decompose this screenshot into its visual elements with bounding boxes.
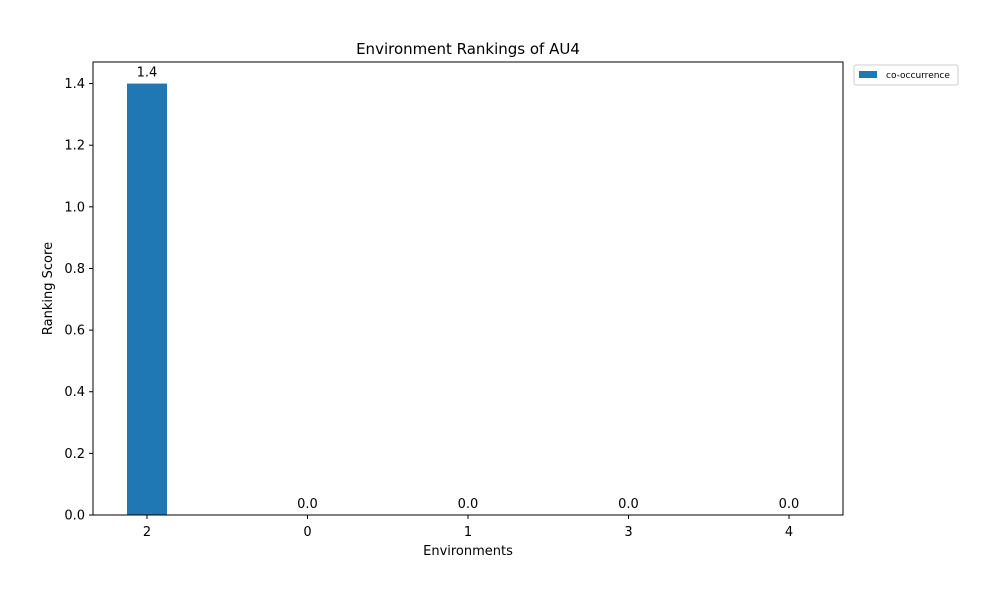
y-tick-label-1.2: 1.2 bbox=[64, 139, 85, 154]
bar-value-label-1: 0.0 bbox=[458, 497, 479, 512]
x-tick-label-4: 4 bbox=[785, 525, 793, 540]
x-tick-label-0: 0 bbox=[303, 525, 311, 540]
bars bbox=[127, 83, 167, 516]
legend: co-occurrence bbox=[853, 64, 959, 86]
y-tick-label-0.0: 0.0 bbox=[64, 509, 85, 524]
x-tick-label-2: 2 bbox=[143, 525, 151, 540]
plot-area: 1.4 0.0 0.0 0.0 0.0 2 0 1 3 4 0.0 0.2 0.4 0.6 0.8 1.0… bbox=[64, 61, 844, 540]
y-tick-label-0.4: 0.4 bbox=[64, 385, 85, 400]
y-tick-label-0.6: 0.6 bbox=[64, 324, 85, 339]
chart-title: Environment Rankings of AU4 bbox=[356, 40, 580, 58]
x-axis-label: Environments bbox=[423, 544, 513, 559]
bar-value-label-2: 1.4 bbox=[137, 66, 158, 81]
x-axis-ticks: 2 0 1 3 4 bbox=[143, 515, 793, 540]
y-axis-label: Ranking Score bbox=[41, 242, 56, 335]
legend-label-co-occurrence: co-occurrence bbox=[886, 71, 950, 81]
y-tick-label-1.4: 1.4 bbox=[64, 77, 85, 92]
x-tick-label-1: 1 bbox=[464, 525, 472, 540]
bar-value-label-3: 0.0 bbox=[618, 497, 639, 512]
y-axis-ticks: 0.0 0.2 0.4 0.6 0.8 1.0 1.2 1.4 bbox=[64, 77, 93, 524]
bar-value-label-0: 0.0 bbox=[297, 497, 318, 512]
bar-2 bbox=[127, 83, 167, 516]
x-tick-label-3: 3 bbox=[624, 525, 632, 540]
legend-swatch bbox=[859, 71, 877, 78]
data-labels: 1.4 0.0 0.0 0.0 0.0 bbox=[137, 66, 800, 512]
legend-frame bbox=[853, 64, 959, 86]
bar-value-label-4: 0.0 bbox=[779, 497, 800, 512]
y-tick-label-0.2: 0.2 bbox=[64, 447, 85, 462]
y-tick-label-1.0: 1.0 bbox=[64, 200, 85, 215]
y-tick-label-0.8: 0.8 bbox=[64, 262, 85, 277]
